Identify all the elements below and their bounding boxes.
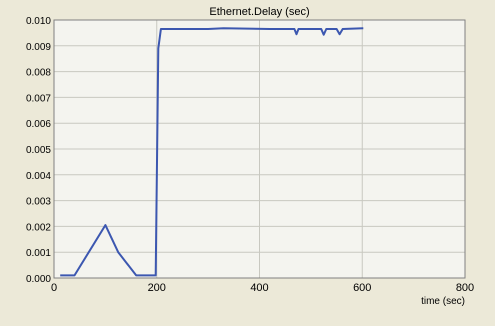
series-line-ethernet-delay: [60, 27, 364, 277]
y-tick-label: 0.009: [26, 42, 51, 53]
x-axis-label: time (sec): [421, 296, 465, 307]
y-tick-label: 0.000: [26, 274, 51, 285]
y-tick-label: 0.003: [26, 197, 51, 208]
x-tick-label: 200: [148, 282, 166, 294]
y-tick-label: 0.002: [26, 222, 51, 233]
chart-title: Ethernet.Delay (sec): [209, 6, 309, 18]
y-tick-label: 0.004: [26, 171, 51, 182]
y-tick-label: 0.001: [26, 248, 51, 259]
y-tick-label: 0.005: [26, 145, 51, 156]
y-tick-label: 0.007: [26, 93, 51, 104]
y-tick-label: 0.006: [26, 119, 51, 130]
x-tick-labels: 0 200 400 600 800: [51, 282, 474, 294]
x-tick-label: 800: [456, 282, 474, 294]
y-tick-label: 0.010: [26, 16, 51, 27]
plot-frame: [53, 19, 466, 279]
y-tick-labels: 0.000 0.001 0.002 0.003 0.004 0.005 0.006 0.007…: [26, 16, 51, 285]
x-tick-label: 0: [51, 282, 57, 294]
y-tick-label: 0.008: [26, 68, 51, 79]
x-tick-label: 400: [250, 282, 268, 294]
x-tick-label: 600: [353, 282, 371, 294]
